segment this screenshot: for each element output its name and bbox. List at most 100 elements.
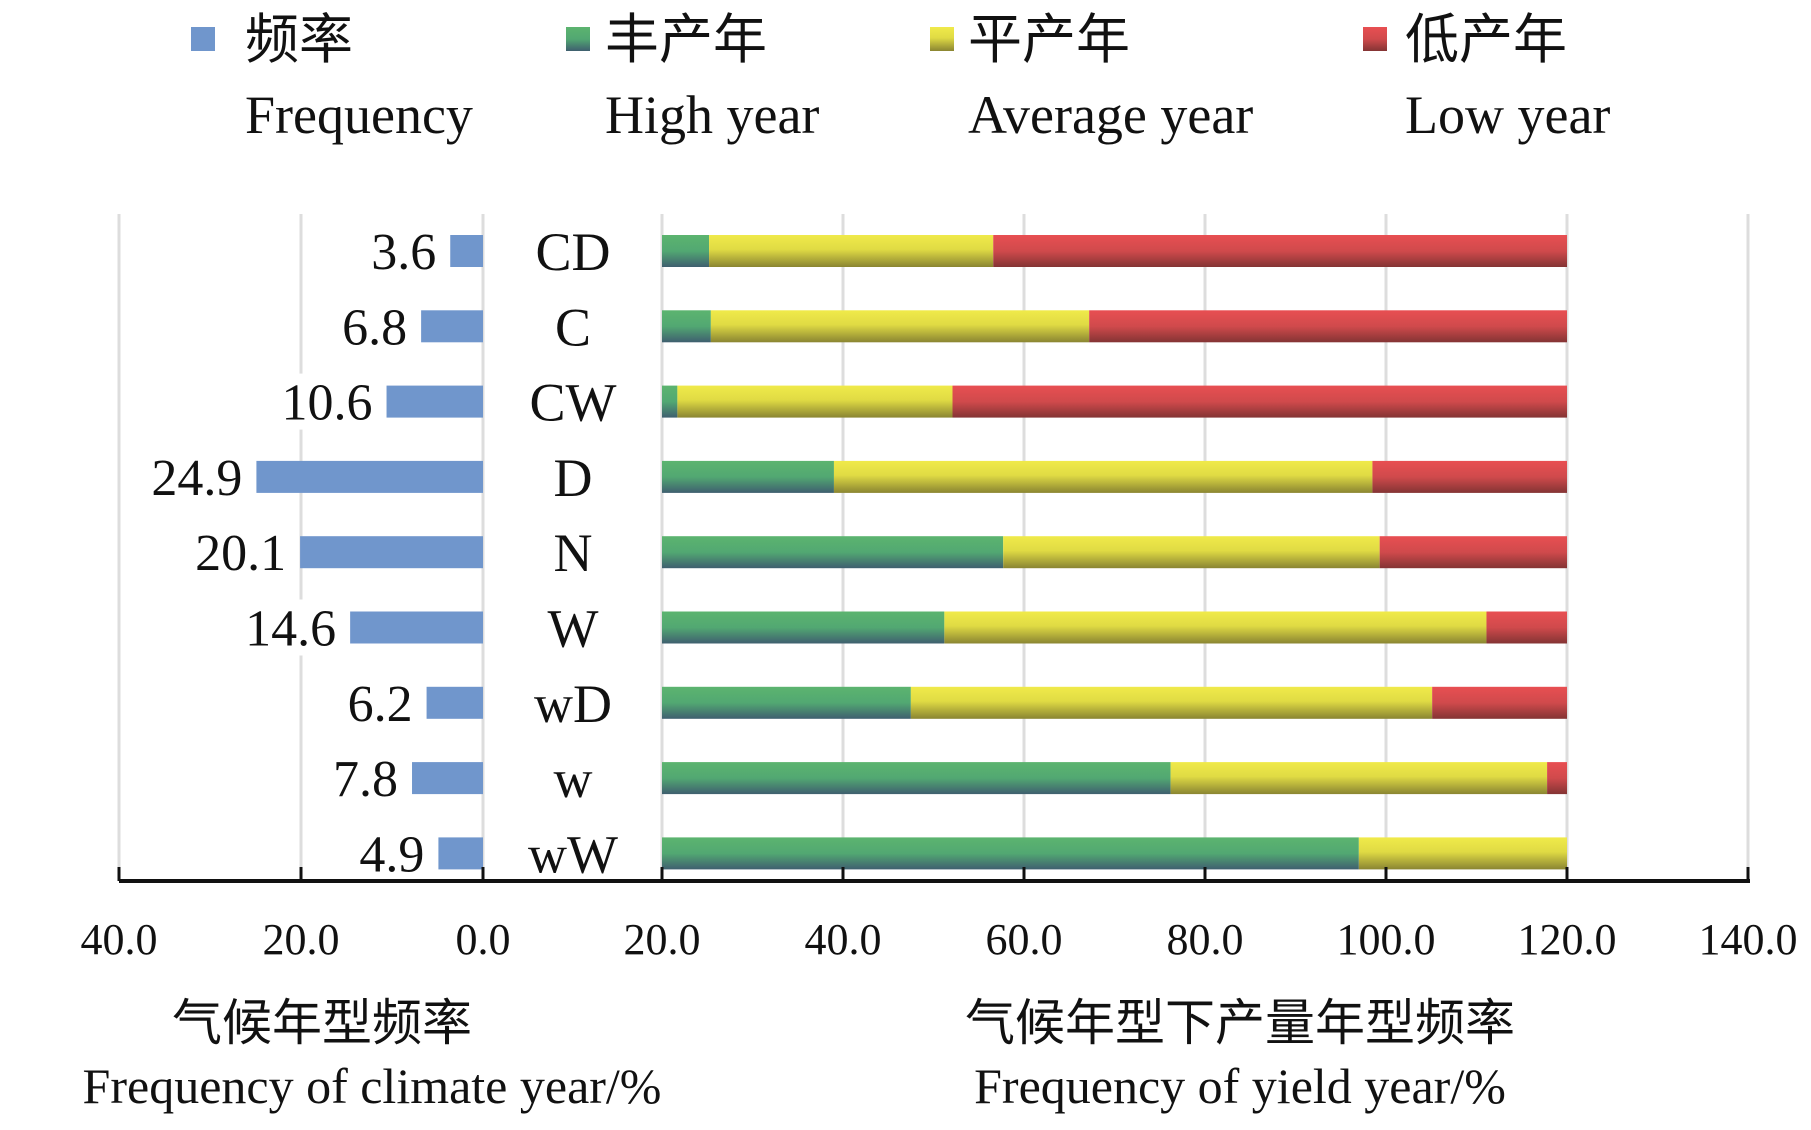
low-bar-D [1372,460,1567,493]
legend: 频率 Frequency 丰产年 High year 平产年 Average year 低产… [191,10,1610,145]
low-bar-CW [952,385,1567,418]
legend-swatch-frequency [191,27,215,51]
category-label-w: w [554,749,593,809]
high-bar-N [662,536,1004,569]
low-bar-C [1089,310,1567,343]
category-label-N: N [554,523,593,583]
average-bar-wD [910,686,1433,719]
right-tick-label: 80.0 [1167,915,1244,964]
low-bar-N [1379,536,1567,569]
low-bar-wD [1432,686,1567,719]
value-label-bg [272,373,377,430]
value-label-bg [330,298,412,355]
frequency-value-label-N: 20.1 [195,525,286,582]
frequency-value-label-D: 24.9 [151,450,242,507]
labels: 3.6 CD 6.8 C 10.6 CW 24.9 D 20.1 N 14.6 W 6.2 wD 7.8 w 4… [142,221,645,884]
value-label-bg [335,674,417,731]
legend-swatch-high [566,27,590,51]
category-label-D: D [554,448,593,508]
left-tick-label: 0.0 [456,915,511,964]
category-label-CD: CD [535,222,610,282]
legend-label-en-high: High year [605,85,819,145]
frequency-bar-C [421,310,483,343]
axes: 40.0 20.0 0.0 20.0 40.0 60.0 80.0 100.0 120.0 140… [81,867,1798,964]
average-bar-D [833,460,1373,493]
high-bar-CD [662,235,710,267]
frequency-bar-wD [426,686,483,719]
right-xlabel-zh: 气候年型下产量年型频率 [965,995,1515,1051]
category-label-wD: wD [534,674,612,734]
frequency-bar-W [350,611,483,644]
frequency-value-label-w: 7.8 [333,751,398,808]
frequency-value-label-W: 14.6 [245,601,336,658]
frequency-value-label-wW: 4.9 [359,826,424,883]
frequency-value-label-C: 6.8 [342,299,407,356]
average-bar-CD [709,235,994,267]
frequency-bar-w [412,762,483,795]
low-bar-CD [993,235,1567,267]
left-tick-label: 20.0 [263,915,340,964]
legend-label-en-frequency: Frequency [245,85,473,145]
frequency-value-label-CD: 3.6 [371,224,436,281]
bars [256,235,1567,870]
value-label-bg [236,599,341,656]
category-label-bg [500,597,645,658]
right-tick-label: 40.0 [805,915,882,964]
high-bar-C [662,310,711,343]
category-label-CW: CW [530,373,617,433]
legend-swatch-average [930,27,954,51]
high-bar-W [662,611,945,644]
legend-label-en-low: Low year [1405,85,1610,145]
right-tick-label: 20.0 [624,915,701,964]
category-label-W: W [548,599,599,659]
average-bar-C [710,310,1090,343]
frequency-bar-CW [386,385,483,418]
category-label-bg [500,672,645,733]
right-tick-label: 100.0 [1337,915,1436,964]
left-tick-label: 40.0 [81,915,158,964]
legend-label-zh-frequency: 频率 [245,10,353,70]
value-label-bg [359,223,441,279]
frequency-bar-CD [450,235,483,267]
category-label-bg [500,522,645,583]
high-bar-D [662,460,834,493]
frequency-bar-D [256,460,483,493]
legend-label-zh-average: 平产年 [968,10,1130,70]
category-label-bg [500,371,645,432]
average-bar-CW [677,385,953,418]
value-label-bg [347,825,429,882]
legend-label-en-average: Average year [968,85,1253,145]
category-label-C: C [555,297,591,357]
high-bar-wD [662,686,911,719]
frequency-value-label-CW: 10.6 [282,375,373,432]
frequency-bar-wW [438,837,483,870]
high-bar-wW [662,837,1359,870]
legend-label-zh-low: 低产年 [1405,10,1567,70]
value-label-bg [186,524,291,581]
right-tick-label: 60.0 [986,915,1063,964]
average-bar-W [944,611,1487,644]
high-bar-CW [662,385,678,418]
right-xlabel-en: Frequency of yield year/% [974,1058,1506,1114]
category-label-bg [500,221,645,281]
value-label-bg [321,750,403,807]
category-label-bg [500,823,645,884]
right-tick-label: 140.0 [1699,915,1798,964]
legend-swatch-low [1363,27,1387,51]
category-label-bg [500,296,645,357]
value-label-bg [142,448,247,505]
category-label-bg [500,748,645,809]
average-bar-wW [1358,837,1567,870]
high-bar-w [662,762,1171,795]
legend-label-zh-high: 丰产年 [605,10,767,70]
low-bar-W [1486,611,1567,644]
category-label-wW: wW [528,824,618,884]
low-bar-w [1547,762,1567,795]
left-xlabel-zh: 气候年型频率 [172,995,472,1051]
average-bar-N [1003,536,1380,569]
frequency-value-label-wD: 6.2 [348,676,413,733]
frequency-bar-N [300,536,483,569]
average-bar-w [1170,762,1548,795]
category-label-bg [500,446,645,507]
